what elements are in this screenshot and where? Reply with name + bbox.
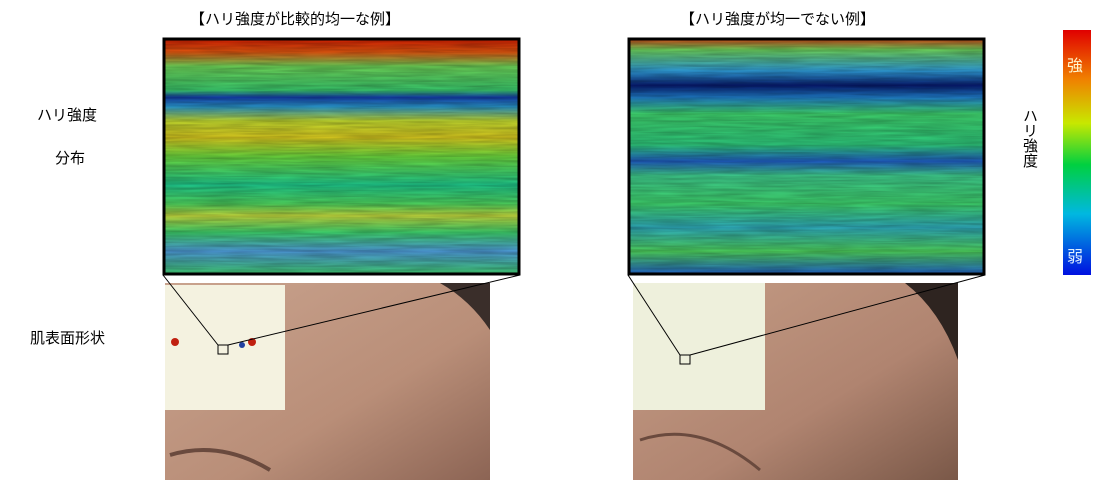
inset-spot (171, 338, 179, 346)
row-label: 分布 (55, 147, 85, 168)
inset-spot (239, 342, 245, 348)
colorbar-low: 弱 (1067, 243, 1083, 267)
panel-title: 【ハリ強度が比較的均一な例】 (190, 8, 400, 29)
row-label: 肌表面形状 (30, 327, 105, 348)
figure (0, 0, 1095, 480)
surface-inset (165, 285, 285, 410)
panel-title: 【ハリ強度が均一でない例】 (680, 8, 875, 29)
row-label: ハリ強度 (37, 104, 97, 125)
colorbar-label: ハリ強度 (1020, 108, 1041, 168)
heatmap-texture (163, 38, 520, 275)
colorbar-high: 強 (1067, 52, 1083, 76)
page: 【ハリ強度が比較的均一な例】 【ハリ強度が均一でない例】 ハリ強度 分布 肌表面… (0, 0, 1095, 480)
surface-inset (633, 283, 765, 410)
heatmap-texture (628, 38, 985, 275)
